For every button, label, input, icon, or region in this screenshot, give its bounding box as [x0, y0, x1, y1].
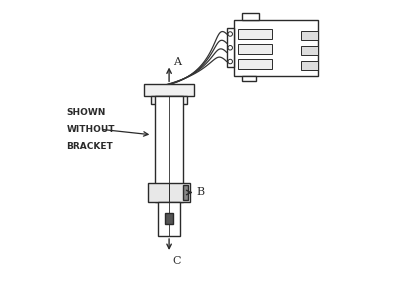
Bar: [238, 44, 272, 54]
Bar: [301, 46, 318, 55]
Bar: [148, 183, 190, 202]
Bar: [242, 13, 259, 20]
Text: B: B: [197, 187, 205, 198]
Bar: [144, 84, 194, 96]
Bar: [155, 96, 183, 202]
Bar: [238, 59, 272, 69]
Bar: [183, 185, 188, 200]
Bar: [301, 31, 318, 40]
Text: SHOWN: SHOWN: [66, 108, 106, 117]
Bar: [151, 96, 187, 104]
Bar: [165, 213, 173, 224]
Text: A: A: [173, 57, 181, 67]
Bar: [301, 61, 318, 70]
Bar: [158, 202, 180, 236]
Text: WITHOUT: WITHOUT: [66, 125, 115, 134]
Bar: [242, 76, 256, 81]
Text: C: C: [172, 256, 180, 266]
Text: BRACKET: BRACKET: [66, 142, 113, 151]
Bar: [234, 20, 318, 76]
Bar: [227, 28, 234, 67]
Bar: [238, 29, 272, 39]
